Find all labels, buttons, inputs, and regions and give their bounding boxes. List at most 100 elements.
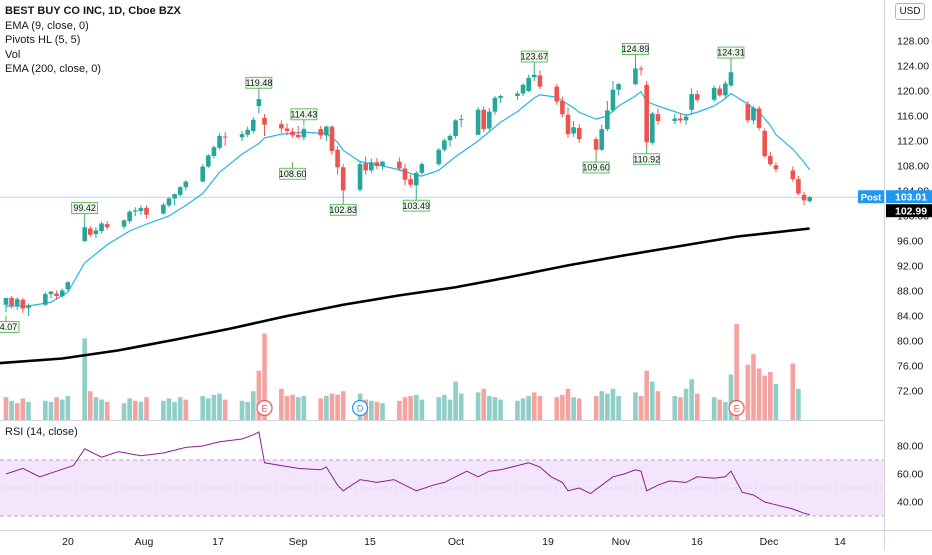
indicator-ema9[interactable]: EMA (9, close, 0) bbox=[5, 19, 89, 32]
candle-body bbox=[402, 168, 408, 180]
price-axis-tick: 108.00 bbox=[897, 161, 929, 173]
candle-body bbox=[638, 68, 644, 70]
volume-bar bbox=[250, 391, 256, 420]
volume-bar bbox=[734, 324, 739, 420]
volume-bar bbox=[498, 399, 503, 420]
candle-body bbox=[397, 161, 402, 169]
last-price-tag bbox=[886, 190, 932, 204]
time-axis-tick: Oct bbox=[448, 536, 464, 548]
price-axis-tick: 88.00 bbox=[897, 286, 923, 298]
candle-body bbox=[526, 77, 531, 91]
volume-bar bbox=[638, 396, 644, 420]
time-axis-tick: 14 bbox=[834, 536, 846, 548]
volume-bar bbox=[593, 396, 599, 420]
indicator-volume[interactable]: Vol bbox=[5, 48, 21, 61]
candle-body bbox=[82, 227, 87, 241]
candle-body bbox=[104, 224, 110, 228]
pivot-label: 84.07 bbox=[0, 322, 17, 332]
volume-bar bbox=[43, 400, 48, 420]
candle-body bbox=[655, 114, 661, 121]
candle-body bbox=[43, 294, 48, 305]
candle-body bbox=[644, 84, 649, 143]
price-axis-tick: 120.00 bbox=[897, 86, 929, 98]
rsi-legend[interactable]: RSI (14, close) bbox=[5, 426, 78, 438]
candle-body bbox=[200, 166, 205, 182]
volume-bar bbox=[402, 397, 408, 420]
candle-body bbox=[127, 211, 132, 221]
candle-body bbox=[357, 164, 363, 190]
price-axis-tick: 84.00 bbox=[897, 311, 923, 323]
candle-body bbox=[807, 197, 812, 201]
candle-body bbox=[745, 104, 751, 121]
volume-bar bbox=[717, 399, 723, 420]
candle-body bbox=[318, 129, 324, 136]
candle-body bbox=[335, 149, 340, 168]
candle-body bbox=[144, 207, 149, 215]
volume-bar bbox=[475, 392, 481, 420]
pivot-label: 103.49 bbox=[402, 201, 430, 211]
volume-bar bbox=[605, 393, 610, 420]
pivot-label-box bbox=[329, 203, 357, 216]
volume-bar bbox=[442, 394, 447, 420]
ema200-tag bbox=[886, 204, 932, 218]
volume-bar bbox=[447, 399, 453, 420]
candle-body bbox=[492, 97, 498, 112]
price-axis-tick: 96.00 bbox=[897, 236, 923, 248]
volume-bar bbox=[138, 402, 144, 420]
price-axis-tick: 128.00 bbox=[897, 36, 929, 48]
candle-body bbox=[48, 291, 54, 295]
volume-bar bbox=[419, 399, 425, 420]
price-axis-tick: 112.00 bbox=[897, 136, 928, 148]
volume-bar bbox=[790, 363, 796, 420]
candle-body bbox=[239, 134, 245, 138]
candle-body bbox=[531, 74, 537, 78]
volume-bar bbox=[177, 397, 183, 420]
candle-body bbox=[54, 293, 59, 296]
symbol-title[interactable]: BEST BUY CO INC, 1D, Cboe BZX bbox=[5, 5, 181, 17]
candle-body bbox=[329, 126, 335, 151]
candle-body bbox=[453, 120, 458, 136]
pivot-label-box bbox=[717, 46, 745, 59]
candle-body bbox=[138, 207, 144, 211]
candle-body bbox=[773, 165, 779, 170]
ema200-tag-label: 102.99 bbox=[895, 206, 927, 218]
volume-bar bbox=[256, 370, 262, 420]
pivot-label: 102.83 bbox=[329, 205, 357, 215]
candle-body bbox=[363, 163, 368, 171]
volume-bar bbox=[380, 403, 385, 420]
volume-bar bbox=[99, 399, 104, 420]
volume-bar bbox=[54, 397, 59, 420]
volume-bar bbox=[284, 396, 290, 420]
volume-bar bbox=[217, 393, 222, 420]
candle-body bbox=[481, 109, 486, 130]
candle-body bbox=[447, 136, 453, 141]
candle-body bbox=[633, 68, 638, 85]
price-axis-tick: 116.00 bbox=[897, 111, 928, 123]
candle-body bbox=[245, 129, 250, 135]
volume-bar bbox=[723, 402, 728, 420]
candle-body bbox=[211, 147, 217, 156]
price-axis-tick: 76.00 bbox=[897, 361, 923, 373]
pivot-label-box bbox=[71, 202, 99, 215]
time-axis-tick: 16 bbox=[691, 536, 703, 548]
volume-bar bbox=[711, 397, 717, 420]
indicator-ema200[interactable]: EMA (200, close, 0) bbox=[5, 63, 101, 75]
candle-body bbox=[88, 228, 93, 235]
candle-body bbox=[177, 187, 183, 195]
candle-body bbox=[694, 94, 700, 100]
volume-bar bbox=[565, 388, 571, 420]
pivot-label-box bbox=[290, 108, 318, 121]
candle-body bbox=[790, 170, 796, 180]
candle-body bbox=[672, 118, 678, 121]
volume-bar bbox=[65, 396, 71, 420]
candle-body bbox=[436, 149, 442, 165]
pivot-label: 119.48 bbox=[245, 78, 272, 88]
volume-bar bbox=[453, 381, 458, 420]
candle-body bbox=[689, 94, 694, 110]
indicator-pivots[interactable]: Pivots HL (5, 5) bbox=[5, 34, 81, 46]
candle-body bbox=[762, 131, 767, 156]
volume-bar bbox=[487, 396, 492, 420]
currency-button[interactable]: USD bbox=[895, 3, 925, 20]
